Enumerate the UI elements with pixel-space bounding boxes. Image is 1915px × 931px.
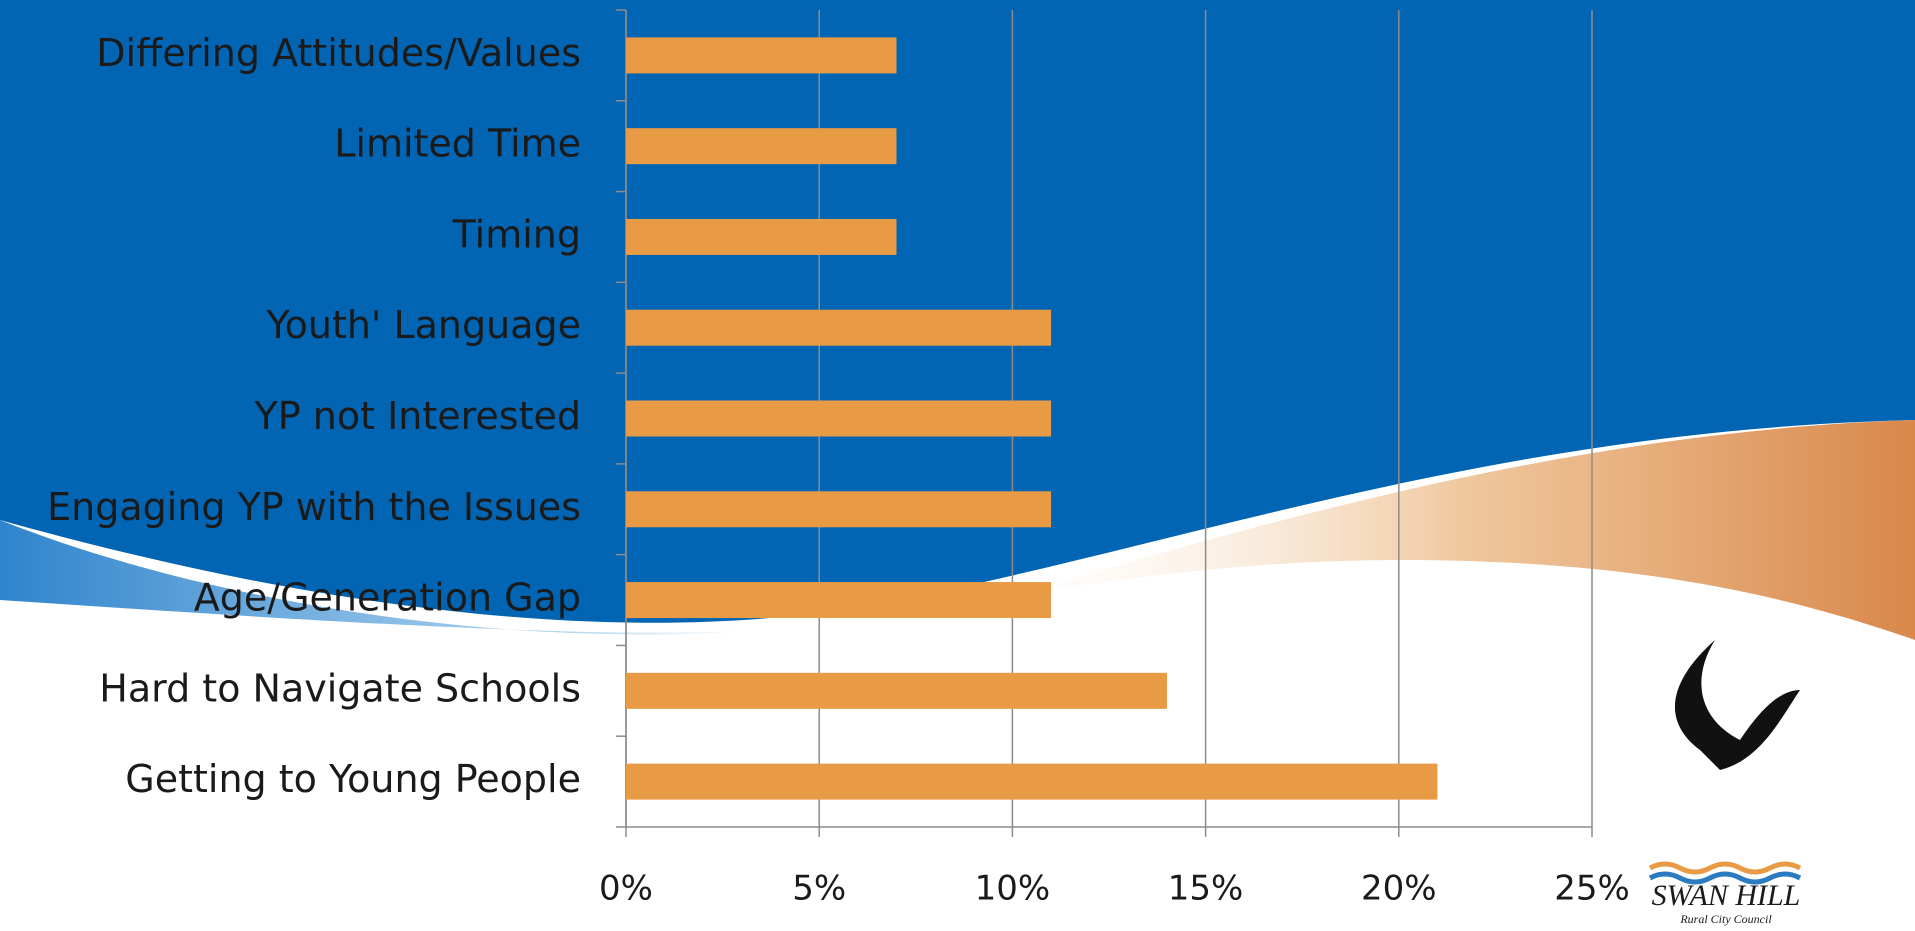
x-tick-label: 5% xyxy=(792,869,846,909)
y-tick-label: Youth' Language xyxy=(265,303,581,347)
y-tick-label: Engaging YP with the Issues xyxy=(47,485,581,529)
logo-subtitle: Rural City Council xyxy=(1679,912,1772,926)
logo-name: SWAN HILL xyxy=(1652,879,1801,912)
logo: SWAN HILL Rural City Council xyxy=(1648,640,1802,926)
bar xyxy=(626,400,1052,437)
logo-wave xyxy=(1648,871,1802,885)
y-tick-label: Getting to Young People xyxy=(125,757,581,801)
y-tick-label: YP not Interested xyxy=(254,394,581,438)
logo-wave xyxy=(1648,861,1802,875)
y-tick-label: Limited Time xyxy=(334,122,581,166)
bar xyxy=(626,309,1052,346)
y-tick-label: Hard to Navigate Schools xyxy=(99,666,581,710)
x-tick-label: 25% xyxy=(1554,869,1630,909)
bar xyxy=(626,218,897,255)
bar xyxy=(626,582,1052,619)
logo-swan xyxy=(1674,640,1800,770)
orange-wave xyxy=(1000,420,1915,640)
bar xyxy=(626,763,1438,800)
x-tick-label: 10% xyxy=(975,869,1051,909)
y-tick-label: Timing xyxy=(452,212,581,256)
bar xyxy=(626,37,897,74)
blue-wave xyxy=(0,520,760,635)
y-tick-label: Age/Generation Gap xyxy=(194,576,581,620)
x-tick-label: 0% xyxy=(599,869,653,909)
x-tick-label: 20% xyxy=(1361,869,1437,909)
bar xyxy=(626,128,897,165)
x-tick-label: 15% xyxy=(1168,869,1244,909)
bar xyxy=(626,491,1052,528)
bar xyxy=(626,672,1167,709)
y-tick-label: Differing Attitudes/Values xyxy=(96,31,581,75)
